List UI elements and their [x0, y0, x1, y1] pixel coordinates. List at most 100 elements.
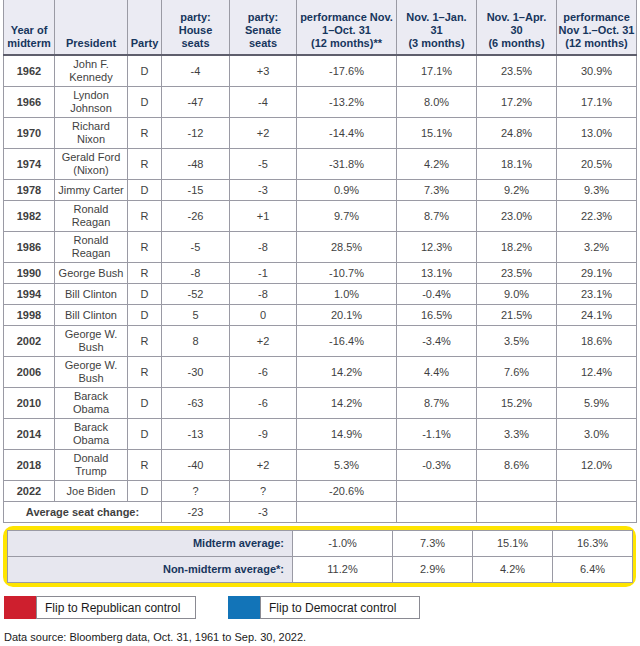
party-cell: R [128, 357, 162, 388]
header-line: Party [129, 37, 160, 50]
perf-3mo-cell: 8.7% [397, 388, 477, 419]
averages-table-body: Midterm average:-1.0%7.3%15.1%16.3%Non-m… [8, 531, 633, 583]
senate-seats-cell: -8 [230, 232, 297, 263]
house-seats-cell: -13 [162, 419, 230, 450]
average-value-cell: 2.9% [393, 557, 473, 583]
perf-6mo-cell: 24.8% [477, 118, 557, 149]
average-value-cell: 11.2% [293, 557, 393, 583]
perf-12mo-cell: -17.6% [297, 55, 397, 87]
president-cell: George W. Bush [55, 326, 128, 357]
perf-12mo-next-cell: 5.9% [557, 388, 637, 419]
table-row-2022: 2022Joe BidenD??-20.6% [4, 481, 637, 502]
perf-12mo-next-cell: 12.0% [557, 450, 637, 481]
perf-3mo-cell: -0.4% [397, 284, 477, 305]
perf-3mo-cell: 12.3% [397, 232, 477, 263]
year-cell: 1982 [4, 201, 55, 232]
party-cell: R [128, 232, 162, 263]
perf-3mo-cell: 8.7% [397, 201, 477, 232]
perf-12mo-next-cell: 3.0% [557, 419, 637, 450]
perf-12mo-next-cell: 22.3% [557, 201, 637, 232]
senate-seats-cell: -8 [230, 284, 297, 305]
party-cell: D [128, 388, 162, 419]
perf-6mo-cell: 18.1% [477, 149, 557, 180]
year-cell: 1966 [4, 87, 55, 118]
president-cell: Joe Biden [55, 481, 128, 502]
perf-3mo-cell: 7.3% [397, 180, 477, 201]
perf-12mo-next-cell: 24.1% [557, 305, 637, 326]
header-line: Nov. 1–Jan. [398, 11, 475, 24]
president-cell: George Bush [55, 263, 128, 284]
perf-6mo-cell: 23.5% [477, 55, 557, 87]
table-row-2018: 2018Donald TrumpR-40+25.3%-0.3%8.6%12.0% [4, 450, 637, 481]
perf-12mo-cell: 1.0% [297, 284, 397, 305]
perf-12mo-cell: -16.4% [297, 326, 397, 357]
perf-3mo-cell [397, 481, 477, 502]
header-line: performance [558, 11, 635, 24]
table-row-2002: 2002George W. BushR8+2-16.4%-3.4%3.5%18.… [4, 326, 637, 357]
header-line: 31 [398, 24, 475, 37]
average-value-cell: -1.0% [293, 531, 393, 557]
perf-12mo-cell: 14.2% [297, 388, 397, 419]
party-cell: D [128, 305, 162, 326]
perf-3mo-cell: 4.2% [397, 149, 477, 180]
column-header-6: Nov. 1–Jan.31(3 months) [397, 0, 477, 55]
header-line: seats [163, 37, 228, 50]
house-seats-cell: -52 [162, 284, 230, 305]
column-header-7: Nov. 1–Apr.30(6 months) [477, 0, 557, 55]
year-cell: 1962 [4, 55, 55, 87]
footer: Data source: Bloomberg data, Oct. 31, 19… [4, 631, 640, 646]
header-line: Nov 1.–Oct. 31 [558, 24, 635, 37]
house-seats-cell: -48 [162, 149, 230, 180]
house-seats-cell: -12 [162, 118, 230, 149]
header-line: party: [163, 11, 228, 24]
house-seats-cell: 5 [162, 305, 230, 326]
perf-6mo-cell: 17.2% [477, 87, 557, 118]
perf-6mo-cell: 3.3% [477, 419, 557, 450]
table-body: 1962John F. KennedyD-4+3-17.6%17.1%23.5%… [4, 55, 637, 523]
house-seats-cell: -63 [162, 388, 230, 419]
perf-3mo-cell: -1.1% [397, 419, 477, 450]
democrat-flip-swatch [228, 596, 260, 619]
year-cell: 1994 [4, 284, 55, 305]
perf-12mo-cell: 0.9% [297, 180, 397, 201]
average-value-cell: 15.1% [473, 531, 553, 557]
table-row-1962: 1962John F. KennedyD-4+3-17.6%17.1%23.5%… [4, 55, 637, 87]
table-header: Year ofmidtermPresidentPartyparty:Houses… [4, 0, 637, 55]
data-source-text: Data source: Bloomberg data, Oct. 31, 19… [4, 631, 634, 643]
perf-12mo-next-cell: 12.4% [557, 357, 637, 388]
perf-12mo-next-cell: 30.9% [557, 55, 637, 87]
perf-12mo-next-cell: 18.6% [557, 326, 637, 357]
year-cell: 1990 [4, 263, 55, 284]
president-cell: Lyndon Johnson [55, 87, 128, 118]
header-line: President [56, 37, 126, 50]
perf-12mo-cell: -13.2% [297, 87, 397, 118]
legend-label: Flip to Republican control [36, 596, 196, 619]
average-row-0: Midterm average:-1.0%7.3%15.1%16.3% [8, 531, 633, 557]
year-cell: 2006 [4, 357, 55, 388]
perf-6mo-cell: 21.5% [477, 305, 557, 326]
party-cell: R [128, 263, 162, 284]
president-cell: Jimmy Carter [55, 180, 128, 201]
average-row-1: Non-midterm average*:11.2%2.9%4.2%6.4% [8, 557, 633, 583]
column-header-3: party:Houseseats [162, 0, 230, 55]
party-cell: D [128, 284, 162, 305]
perf-12mo-cell: 20.1% [297, 305, 397, 326]
party-cell: D [128, 87, 162, 118]
legend: Flip to Republican control Flip to Democ… [4, 596, 640, 619]
perf-12mo-next-cell: 9.3% [557, 180, 637, 201]
perf-6mo-cell: 23.5% [477, 263, 557, 284]
perf-3mo-cell: 8.0% [397, 87, 477, 118]
party-cell: R [128, 201, 162, 232]
perf-6mo-cell: 18.2% [477, 232, 557, 263]
perf-3mo-cell: 17.1% [397, 55, 477, 87]
party-cell: R [128, 326, 162, 357]
perf-12mo-next-cell: 3.2% [557, 232, 637, 263]
perf-3mo-cell: 4.4% [397, 357, 477, 388]
year-cell: 2002 [4, 326, 55, 357]
perf-6mo-cell: 7.6% [477, 357, 557, 388]
perf-6mo-cell: 8.6% [477, 450, 557, 481]
perf-12mo-cell: 9.7% [297, 201, 397, 232]
average-house-cell: -23 [162, 502, 230, 523]
perf-12mo-cell: -14.4% [297, 118, 397, 149]
perf-12mo-cell: 14.2% [297, 357, 397, 388]
